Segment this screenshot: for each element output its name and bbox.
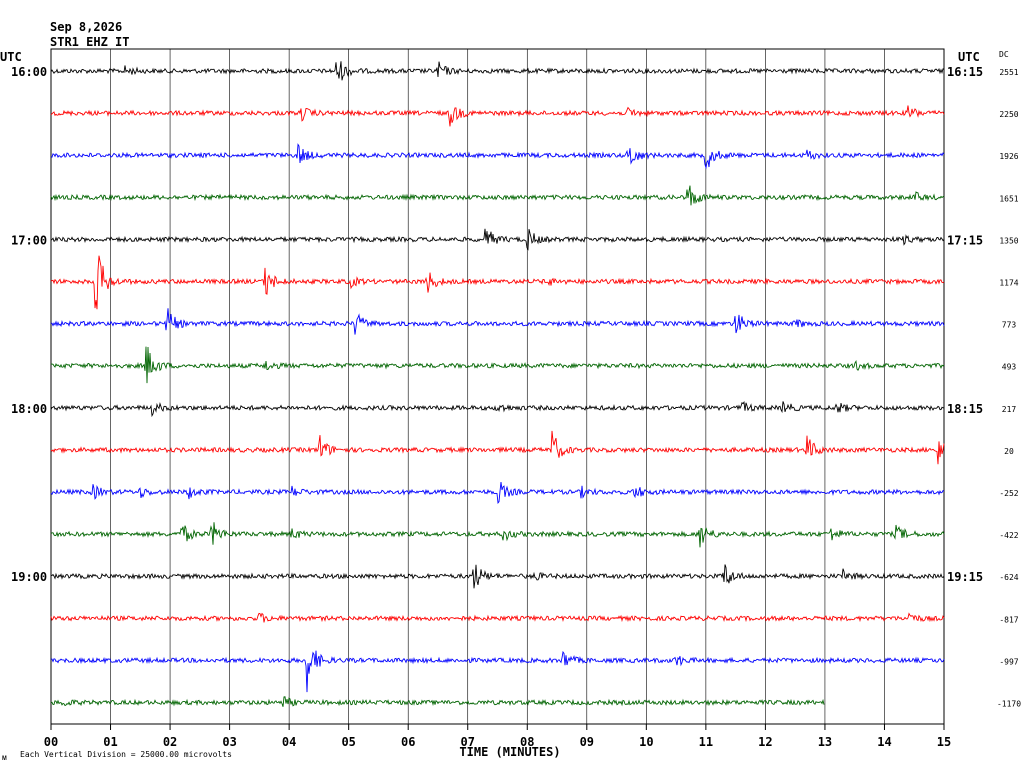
left-time-label-1700: 17:00 xyxy=(11,233,47,247)
trace-group xyxy=(50,61,945,707)
plot-frame xyxy=(50,48,945,725)
dc-label-row-14: -997 xyxy=(999,657,1018,666)
x-tick-label-12: 12 xyxy=(758,735,772,749)
trace-line-row-0 xyxy=(50,61,945,81)
left-time-label-1600: 16:00 xyxy=(11,65,47,79)
x-tick-label-03: 03 xyxy=(222,735,236,749)
trace-line-row-7 xyxy=(50,346,945,384)
dc-label-row-13: -817 xyxy=(999,615,1018,624)
x-tick-label-11: 11 xyxy=(699,735,713,749)
right-time-labels: 16:15 17:15 18:15 19:15 xyxy=(947,65,983,584)
x-tick-label-14: 14 xyxy=(877,735,891,749)
x-tick-label-09: 09 xyxy=(580,735,594,749)
logo-mark: ᴍ xyxy=(2,753,7,762)
trace-line-row-8 xyxy=(50,400,945,418)
utc-right-label: UTC xyxy=(958,50,980,64)
dc-label-row-0: 2551 xyxy=(999,68,1018,77)
x-tick-label-05: 05 xyxy=(341,735,355,749)
trace-line-row-9 xyxy=(50,430,945,465)
dc-label-row-12: -624 xyxy=(999,573,1018,582)
dc-label-row-2: 1926 xyxy=(999,152,1018,161)
x-tick-label-13: 13 xyxy=(818,735,832,749)
x-tick-label-01: 01 xyxy=(103,735,117,749)
trace-line-row-11 xyxy=(50,522,945,548)
date-label: Sep 8,2026 xyxy=(50,20,122,34)
dc-labels: 2551 2250 1926 1651 1350 1174 773 493 217 20 -252 -… xyxy=(997,68,1021,709)
dc-label-row-9: 20 xyxy=(1004,447,1014,456)
x-tick-label-07: 07 xyxy=(461,735,475,749)
x-tick-label-02: 02 xyxy=(163,735,177,749)
trace-line-row-4 xyxy=(50,228,945,251)
left-time-label-1900: 19:00 xyxy=(11,570,47,584)
dc-label-row-8: 217 xyxy=(1002,405,1017,414)
right-time-label-1815: 18:15 xyxy=(947,402,983,416)
x-tick-label-04: 04 xyxy=(282,735,296,749)
trace-line-row-12 xyxy=(50,564,945,589)
trace-line-row-1 xyxy=(50,105,945,127)
x-axis-title: TIME (MINUTES) xyxy=(459,745,560,759)
scale-note: Each Vertical Division = 25000.00 microv… xyxy=(20,750,232,759)
trace-line-row-15 xyxy=(50,696,825,707)
trace-line-row-5 xyxy=(50,255,945,310)
station-label: STR1 EHZ IT xyxy=(50,35,129,49)
right-time-label-1615: 16:15 xyxy=(947,65,983,79)
trace-line-row-3 xyxy=(50,185,945,206)
dc-label-row-5: 1174 xyxy=(999,279,1018,288)
x-tick-label-10: 10 xyxy=(639,735,653,749)
x-tick-label-15: 15 xyxy=(937,735,951,749)
trace-line-row-2 xyxy=(50,143,945,170)
dc-label-row-15: -1170 xyxy=(997,700,1021,709)
dc-label-row-3: 1651 xyxy=(999,194,1018,203)
dc-header-label: DC xyxy=(999,50,1009,59)
left-time-labels: 16:00 17:00 18:00 19:00 xyxy=(11,65,47,584)
utc-left-label: UTC xyxy=(0,50,22,64)
trace-line-row-14 xyxy=(50,650,945,693)
left-time-label-1800: 18:00 xyxy=(11,402,47,416)
right-time-label-1915: 19:15 xyxy=(947,570,983,584)
x-tick-label-00: 00 xyxy=(44,735,58,749)
x-tick-label-06: 06 xyxy=(401,735,415,749)
dc-label-row-4: 1350 xyxy=(999,236,1018,245)
trace-line-row-6 xyxy=(50,308,945,335)
trace-line-row-10 xyxy=(50,482,945,505)
x-tick-label-08: 08 xyxy=(520,735,534,749)
dc-label-row-10: -252 xyxy=(999,489,1018,498)
dc-label-row-11: -422 xyxy=(999,531,1018,540)
right-time-label-1715: 17:15 xyxy=(947,233,983,247)
dc-label-row-1: 2250 xyxy=(999,110,1018,119)
dc-label-row-7: 493 xyxy=(1002,363,1017,372)
minute-grid xyxy=(50,48,945,730)
dc-label-row-6: 773 xyxy=(1002,321,1017,330)
x-tick-labels: 00 01 02 03 04 05 06 07 08 09 10 11 12 13 14 15 xyxy=(44,735,951,749)
trace-line-row-13 xyxy=(50,612,945,623)
